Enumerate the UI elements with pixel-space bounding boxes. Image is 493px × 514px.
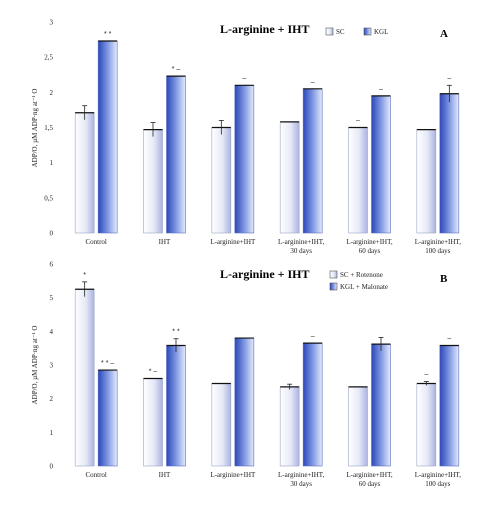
- chart-a-panel-label: A: [440, 28, 448, 40]
- x-category-label: 60 days: [359, 480, 381, 488]
- significance-mark: –: [311, 79, 315, 86]
- y-tick-label: 1: [50, 159, 54, 167]
- chart-b-ylabel: ADP/O, µM ADP·ng at⁻¹ O: [31, 326, 39, 405]
- bar: [371, 95, 391, 234]
- significance-mark: –: [379, 86, 383, 93]
- chart-a-title: L-arginine + IHT: [220, 22, 310, 36]
- bar: [416, 383, 437, 467]
- y-tick-label: 3: [50, 19, 54, 27]
- legend-swatch: [325, 27, 334, 36]
- y-tick-label: 3: [50, 362, 54, 370]
- y-tick-label: 0: [50, 230, 54, 238]
- x-category-label: L-arginine+IHT: [210, 238, 256, 246]
- y-tick-label: 2: [50, 89, 54, 97]
- chart-b-panel-label: B: [440, 273, 448, 285]
- bar: [211, 127, 232, 234]
- bar: [74, 288, 95, 467]
- chart-a: L-arginine + IHT A ADP/O, µM ADP·ng at⁻¹…: [31, 19, 461, 256]
- legend-label: KGL: [374, 28, 388, 36]
- significance-mark: –: [242, 75, 246, 82]
- bar: [279, 386, 300, 467]
- bar: [439, 345, 460, 467]
- x-category-label: 60 days: [359, 247, 381, 255]
- significance-mark: *: [83, 272, 86, 279]
- x-category-label: L-arginine+IHT,: [278, 238, 325, 246]
- chart-a-plot: 0 0,5 1 1,5 2 2,5 3 SC KGL * * Control * – IHT – L-arg…: [44, 19, 461, 256]
- x-category-label: 30 days: [290, 480, 312, 488]
- significance-mark: –: [311, 333, 315, 340]
- significance-mark: –: [424, 371, 428, 378]
- x-category-label: L-arginine+IHT,: [415, 471, 462, 479]
- bar: [348, 127, 368, 234]
- x-category-label: IHT: [159, 238, 171, 246]
- y-tick-label: 5: [50, 294, 54, 302]
- x-category-label: L-arginine+IHT,: [346, 238, 393, 246]
- chart-b-title: L-arginine + IHT: [220, 267, 310, 281]
- significance-mark: * *: [104, 31, 112, 38]
- y-tick-label: 0,5: [44, 194, 53, 202]
- x-category-label: L-arginine+IHT: [210, 471, 256, 479]
- bar: [166, 75, 186, 234]
- bar: [439, 93, 460, 234]
- significance-mark: * *: [172, 329, 180, 336]
- bar: [371, 343, 391, 467]
- significance-mark: * –: [172, 66, 181, 73]
- bar: [302, 342, 323, 467]
- x-category-label: L-arginine+IHT,: [346, 471, 393, 479]
- legend-swatch: [329, 270, 338, 279]
- bar: [97, 40, 118, 234]
- legend-label: SC + Rotenone: [340, 271, 383, 279]
- bar: [279, 121, 300, 234]
- x-category-label: 100 days: [425, 480, 450, 488]
- x-category-label: 100 days: [425, 247, 450, 255]
- bar: [166, 345, 186, 467]
- significance-mark: –: [447, 335, 451, 342]
- y-tick-label: 1: [50, 429, 54, 437]
- y-tick-label: 0: [50, 463, 54, 471]
- bar: [416, 129, 437, 234]
- bar: [97, 369, 118, 467]
- y-tick-label: 4: [50, 328, 54, 336]
- significance-mark: –: [447, 75, 451, 82]
- y-tick-label: 2,5: [44, 54, 53, 62]
- bar: [234, 337, 255, 467]
- x-category-label: 30 days: [290, 247, 312, 255]
- bar: [302, 88, 323, 234]
- significance-mark: –: [356, 118, 360, 125]
- chart-a-ylabel: ADP/O, µM ADP·ng at⁻¹ O: [31, 89, 39, 168]
- y-tick-label: 2: [50, 395, 54, 403]
- bar: [234, 85, 255, 234]
- x-category-label: Control: [85, 238, 106, 246]
- legend-label: KGL + Malonate: [340, 283, 388, 291]
- significance-mark: * –: [149, 368, 158, 375]
- x-category-label: L-arginine+IHT,: [278, 471, 325, 479]
- x-category-label: Control: [85, 471, 106, 479]
- bar: [74, 112, 95, 234]
- bar: [143, 129, 163, 234]
- bar: [348, 386, 368, 467]
- legend-swatch: [363, 27, 372, 36]
- legend-label: SC: [336, 28, 345, 36]
- bar: [143, 378, 163, 467]
- x-category-label: IHT: [159, 471, 171, 479]
- chart-b-plot: 0 1 2 3 4 5 6 SC + Rotenone KGL + Malonate * * * –…: [50, 261, 462, 489]
- bar: [211, 383, 232, 467]
- x-category-label: L-arginine+IHT,: [415, 238, 462, 246]
- chart-b: L-arginine + IHT B ADP/O, µM ADP·ng at⁻¹…: [31, 261, 461, 489]
- significance-mark: * * –: [101, 360, 114, 367]
- y-tick-label: 6: [50, 261, 54, 269]
- legend-swatch: [329, 282, 338, 291]
- y-tick-label: 1,5: [44, 124, 53, 132]
